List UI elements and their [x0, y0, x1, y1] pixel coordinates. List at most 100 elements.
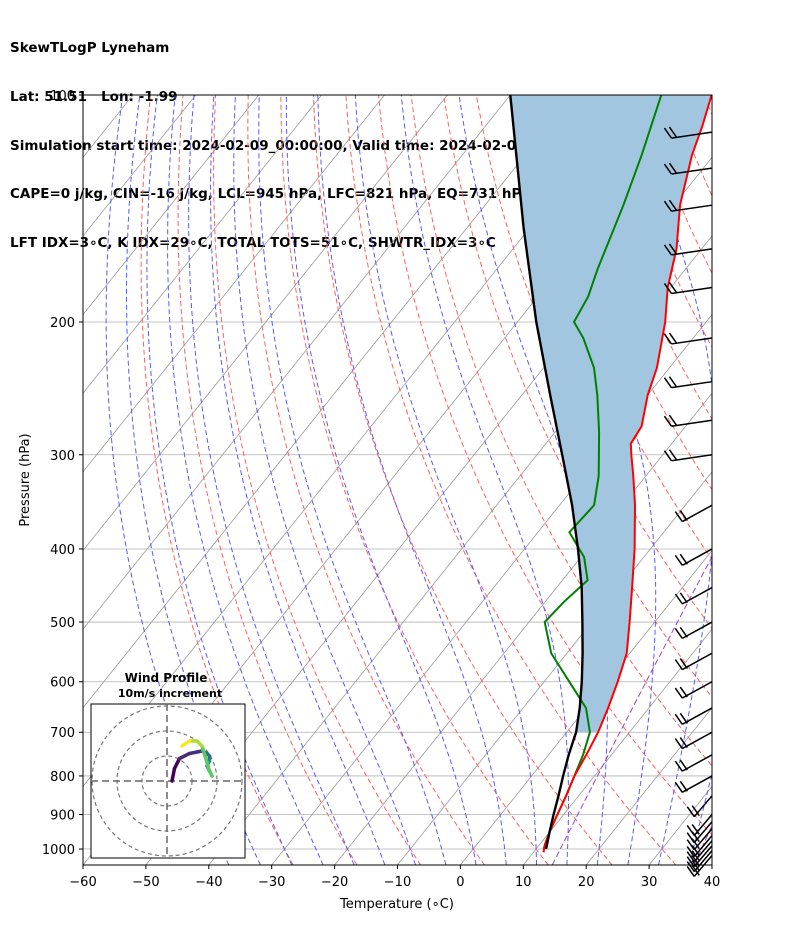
moist-adiabat-line: [400, 95, 569, 865]
wind-barb-flag: [674, 713, 683, 725]
dry-adiabat-line: [345, 95, 677, 865]
wind-barb-flag: [679, 510, 688, 522]
wind-barb-flag: [686, 832, 695, 844]
wind-barb-staff: [681, 586, 713, 605]
x-tick-label: 0: [456, 875, 464, 890]
wind-barb: [674, 707, 713, 725]
isotherm-line: [522, 628, 712, 865]
dry-adiabat-line: [443, 95, 712, 698]
hodograph-segment: [200, 744, 212, 773]
wind-barb: [674, 754, 713, 772]
wind-barb: [663, 376, 713, 389]
y-axis-label: Pressure (hPa): [18, 433, 33, 526]
wind-barb: [663, 332, 713, 345]
isotherm-line: [460, 549, 712, 865]
wind-barb-staff: [671, 380, 713, 389]
wind-barb-flag: [668, 199, 678, 211]
moist-adiabat-line: [354, 95, 538, 865]
y-tick-label: 900: [50, 809, 75, 824]
isotherm-line: [83, 95, 197, 237]
y-tick-label: 800: [50, 770, 75, 785]
dry-adiabat-line: [573, 95, 712, 421]
wind-barb-flag: [686, 851, 695, 863]
dry-adiabat-line: [410, 95, 712, 767]
wind-barb-flag: [679, 737, 688, 748]
dry-adiabat-line: [770, 95, 794, 865]
dry-adiabat-line: [280, 95, 549, 865]
wind-barb-staff: [681, 775, 713, 793]
wind-barb-staff: [681, 754, 713, 772]
dry-adiabat-line: [703, 95, 712, 117]
hodograph-segment: [180, 739, 192, 748]
isotherm-line: [83, 95, 260, 316]
wind-barbs: [663, 126, 713, 877]
wind-barb-flag: [668, 332, 678, 344]
wind-barb-flag: [674, 511, 683, 523]
wind-barb: [663, 449, 713, 462]
wind-barb-staff: [681, 707, 713, 725]
wind-barb: [686, 795, 713, 818]
wind-barb: [663, 162, 713, 175]
y-tick-label: 1000: [42, 843, 75, 858]
isotherm-line: [585, 707, 712, 865]
y-tick-label: 700: [50, 726, 75, 741]
hodograph-plot: [91, 704, 245, 858]
wind-barb: [674, 621, 713, 640]
wind-barb-flag: [663, 450, 673, 462]
wind-barb-staff: [671, 337, 713, 345]
wind-barb: [663, 282, 713, 295]
x-tick-label: 10: [515, 875, 532, 890]
hodograph-segment: [177, 751, 192, 761]
moist-adiabat-line: [258, 95, 447, 865]
x-axis-label: Temperature (∘C): [339, 897, 454, 912]
hodograph-subtitle: 10m/s increment: [118, 687, 222, 700]
wind-barb-flag: [663, 244, 673, 256]
wind-barb-flag: [668, 162, 678, 174]
hodograph-title: Wind Profile: [125, 671, 208, 685]
isotherm-line: [711, 864, 712, 865]
wind-barb: [686, 814, 713, 836]
wind-barb-staff: [671, 419, 713, 427]
skewt-data-lines: [509, 95, 712, 853]
wind-barb-flag: [668, 376, 678, 388]
dry-adiabat-line: [177, 95, 358, 865]
wind-barb-staff: [671, 286, 713, 295]
wind-barb-flag: [663, 163, 673, 175]
wind-barb-staff: [681, 504, 713, 523]
x-tick-label: −30: [258, 875, 285, 890]
wind-barb-flag: [663, 415, 673, 427]
wind-barb-flag: [674, 687, 683, 699]
dry-adiabat-line: [247, 95, 485, 865]
wind-barb-staff: [671, 248, 713, 256]
x-tick-label: −40: [195, 875, 222, 890]
wind-barb: [674, 681, 713, 699]
cape-shaded-area: [510, 95, 712, 733]
y-tick-label: 400: [50, 543, 75, 558]
wind-barb-staff: [681, 731, 713, 750]
location-line: Lat: 51.51 Lon: -1.99: [10, 89, 178, 106]
wind-barb-staff: [671, 167, 713, 175]
wind-barb-flag: [674, 659, 683, 671]
y-tick-label: 200: [50, 316, 75, 331]
wind-barb-flag: [679, 553, 688, 565]
x-tick-label: 40: [704, 875, 721, 890]
wind-barb-flag: [668, 282, 678, 293]
wind-barb-flag: [679, 592, 688, 604]
temperature-line: [542, 95, 712, 853]
x-tick-label: −10: [384, 875, 411, 890]
isotherm-line: [83, 95, 322, 394]
wind-barb-flag: [679, 759, 688, 771]
hodograph-segment: [187, 749, 204, 756]
wind-barb: [674, 731, 713, 750]
hodograph-segment: [170, 766, 177, 783]
wind-barb-flag: [679, 626, 688, 638]
moist-adiabat-line: [233, 95, 416, 865]
wind-barb-staff: [681, 621, 713, 640]
wind-barb-flag: [686, 846, 695, 858]
wind-barb-flag: [668, 126, 678, 138]
wind-barb-flag: [691, 824, 700, 835]
moist-adiabat-line: [720, 95, 794, 865]
wind-barb-staff: [681, 681, 713, 699]
wind-barb-flag: [679, 780, 688, 792]
wind-barb-flag: [679, 658, 688, 670]
